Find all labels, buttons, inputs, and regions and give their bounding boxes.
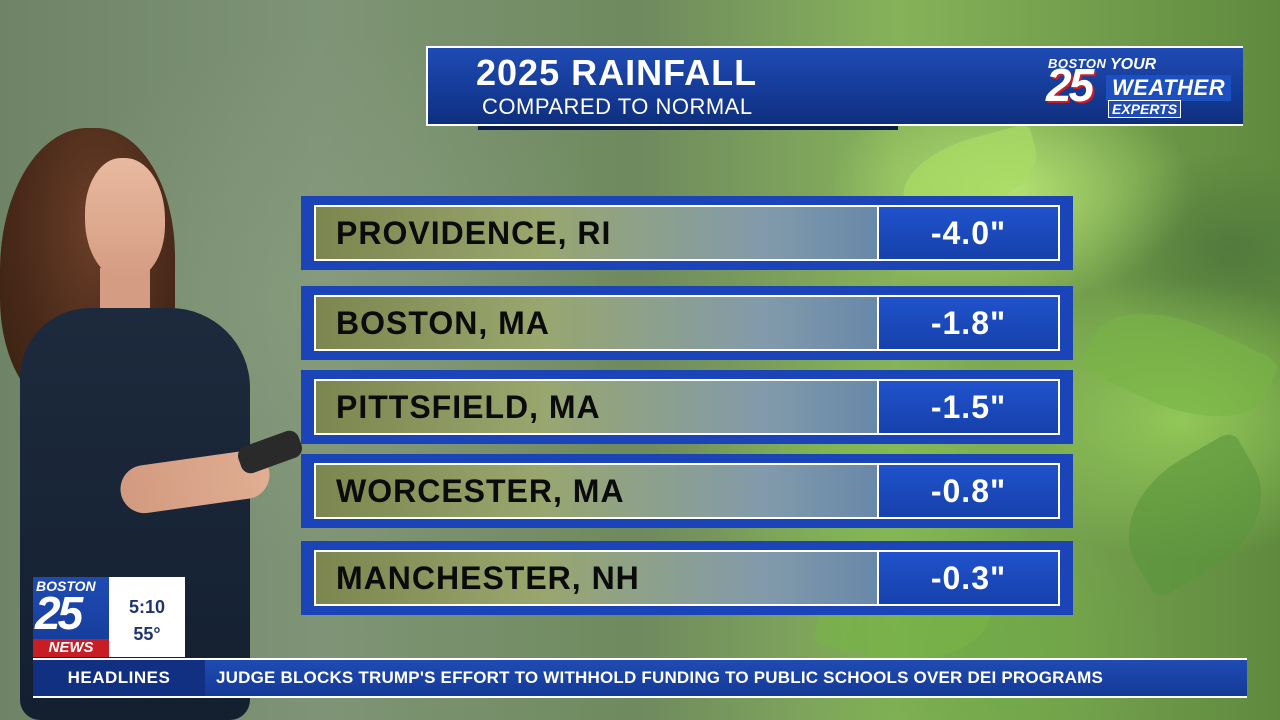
bug-time: 5:10 xyxy=(128,597,166,617)
rainfall-row: BOSTON, MA -1.8" xyxy=(301,286,1073,360)
row-city: BOSTON, MA xyxy=(316,297,879,349)
weather-experts-logo: BOSTON 25 YOUR WEATHER EXPERTS xyxy=(1046,56,1238,120)
row-city: PITTSFIELD, MA xyxy=(316,381,879,433)
station-logo: BOSTON 25 NEWS xyxy=(33,577,109,657)
station-bug: BOSTON 25 NEWS 5:10 55° xyxy=(33,577,185,657)
rainfall-row: PROVIDENCE, RI -4.0" xyxy=(301,196,1073,270)
rainfall-row-frame: MANCHESTER, NH -0.3" xyxy=(314,550,1060,606)
presenter-face xyxy=(85,158,165,280)
bug-temperature: 55° xyxy=(133,624,161,644)
rainfall-row-frame: BOSTON, MA -1.8" xyxy=(314,295,1060,351)
rainfall-row: WORCESTER, MA -0.8" xyxy=(301,454,1073,528)
graphic-subtitle: COMPARED TO NORMAL xyxy=(482,94,753,119)
row-city: WORCESTER, MA xyxy=(316,465,879,517)
row-value: -0.3" xyxy=(879,552,1058,604)
brand-line2: WEATHER xyxy=(1106,75,1232,101)
headline-ticker: HEADLINES JUDGE BLOCKS TRUMP'S EFFORT TO… xyxy=(33,658,1247,698)
rainfall-row-frame: PITTSFIELD, MA -1.5" xyxy=(314,379,1060,435)
graphic-title: 2025 RAINFALL xyxy=(476,52,758,93)
rainfall-row: MANCHESTER, NH -0.3" xyxy=(301,541,1073,615)
bug-city: BOSTON xyxy=(36,578,96,594)
row-city: PROVIDENCE, RI xyxy=(316,207,879,259)
header-underline xyxy=(478,126,898,130)
brand-line3: EXPERTS xyxy=(1108,100,1182,118)
rainfall-row-frame: WORCESTER, MA -0.8" xyxy=(314,463,1060,519)
time-temp-box: 5:10 55° xyxy=(109,577,185,657)
row-value: -0.8" xyxy=(879,465,1058,517)
ticker-label: HEADLINES xyxy=(33,660,205,696)
ticker-headline: JUDGE BLOCKS TRUMP'S EFFORT TO WITHHOLD … xyxy=(216,668,1104,687)
row-value: -1.8" xyxy=(879,297,1058,349)
row-value: -1.5" xyxy=(879,381,1058,433)
brand-line1: YOUR xyxy=(1110,56,1157,73)
leaf-shape xyxy=(1102,429,1280,601)
row-value: -4.0" xyxy=(879,207,1058,259)
row-city: MANCHESTER, NH xyxy=(316,552,879,604)
bug-news: NEWS xyxy=(33,639,109,657)
brand-city: BOSTON xyxy=(1048,56,1107,71)
bug-number: 25 xyxy=(35,587,83,639)
brand-number: 25 xyxy=(1046,59,1094,111)
rainfall-row-frame: PROVIDENCE, RI -4.0" xyxy=(314,205,1060,261)
leaf-shape xyxy=(1079,286,1280,444)
rainfall-row: PITTSFIELD, MA -1.5" xyxy=(301,370,1073,444)
